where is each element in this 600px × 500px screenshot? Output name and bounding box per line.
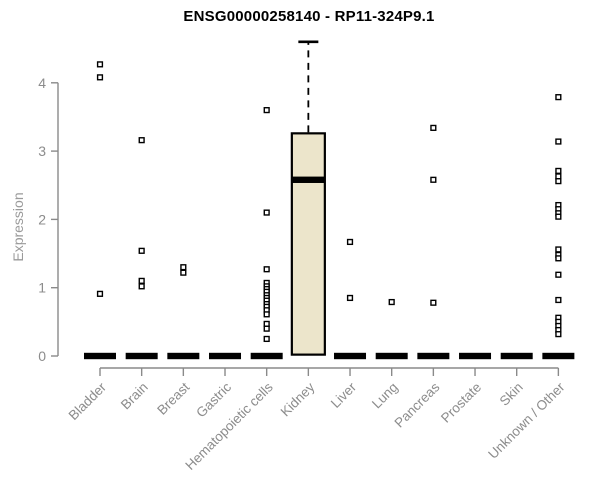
outlier-point xyxy=(263,266,270,273)
outlier-point xyxy=(138,283,145,290)
outlier-point xyxy=(263,335,270,343)
x-tick-label: Bladder xyxy=(66,379,110,423)
median-line xyxy=(291,176,325,183)
outlier-point xyxy=(555,173,562,180)
y-tick-label: 2 xyxy=(38,211,46,227)
outlier-point xyxy=(555,138,562,145)
zero-bar xyxy=(417,352,450,360)
outlier-point xyxy=(96,74,104,81)
x-tick-label: Gastric xyxy=(193,379,234,420)
zero-bar xyxy=(542,352,575,360)
x-tick-label: Breast xyxy=(154,379,192,417)
outlier-point xyxy=(430,124,437,131)
zero-bar xyxy=(459,352,492,360)
x-tick-label: Liver xyxy=(328,379,360,411)
zero-bar xyxy=(84,352,116,360)
outlier-point xyxy=(555,296,562,304)
outlier-point xyxy=(263,325,270,332)
x-tick-label: Skin xyxy=(497,380,526,409)
outlier-point xyxy=(263,311,270,318)
outlier-point xyxy=(555,246,562,253)
outlier-point xyxy=(263,320,270,327)
zero-bar xyxy=(250,352,283,360)
zero-bar xyxy=(167,352,200,360)
outlier-point xyxy=(555,255,562,262)
outlier-point xyxy=(346,238,354,246)
outlier-point xyxy=(430,299,437,306)
x-tick-label: Unknown / Other xyxy=(485,379,568,462)
outlier-point xyxy=(96,290,104,297)
y-tick-label: 0 xyxy=(38,348,46,364)
outlier-point xyxy=(346,294,354,302)
x-tick-label: Brain xyxy=(118,380,151,413)
outlier-point xyxy=(263,107,270,114)
outlier-point xyxy=(180,264,187,271)
zero-bar xyxy=(209,352,242,360)
outlier-point xyxy=(555,178,562,185)
zero-bar xyxy=(375,352,408,360)
outlier-point xyxy=(555,167,562,175)
chart-title: ENSG00000258140 - RP11-324P9.1 xyxy=(183,8,435,25)
outlier-point xyxy=(138,137,145,144)
outlier-point xyxy=(430,176,437,183)
y-tick-label: 4 xyxy=(38,75,46,91)
x-tick-label: Lung xyxy=(369,380,401,412)
outlier-point xyxy=(96,61,104,68)
box xyxy=(290,132,326,356)
outlier-point xyxy=(555,213,562,220)
outlier-point xyxy=(180,269,187,276)
outlier-point xyxy=(263,209,270,216)
y-tick-label: 1 xyxy=(38,280,46,296)
outlier-point xyxy=(555,94,562,101)
x-tick-label: Kidney xyxy=(278,379,318,419)
zero-bar xyxy=(334,352,367,360)
x-tick-label: Pancreas xyxy=(392,379,443,430)
outlier-point xyxy=(138,277,145,284)
zero-bar xyxy=(500,352,533,360)
outlier-point xyxy=(555,271,562,278)
y-tick-label: 3 xyxy=(38,143,46,159)
outlier-point xyxy=(388,298,395,306)
x-tick-label: Prostate xyxy=(438,380,484,426)
outlier-point xyxy=(555,331,562,338)
zero-bar xyxy=(125,352,158,360)
outlier-point xyxy=(138,247,145,254)
